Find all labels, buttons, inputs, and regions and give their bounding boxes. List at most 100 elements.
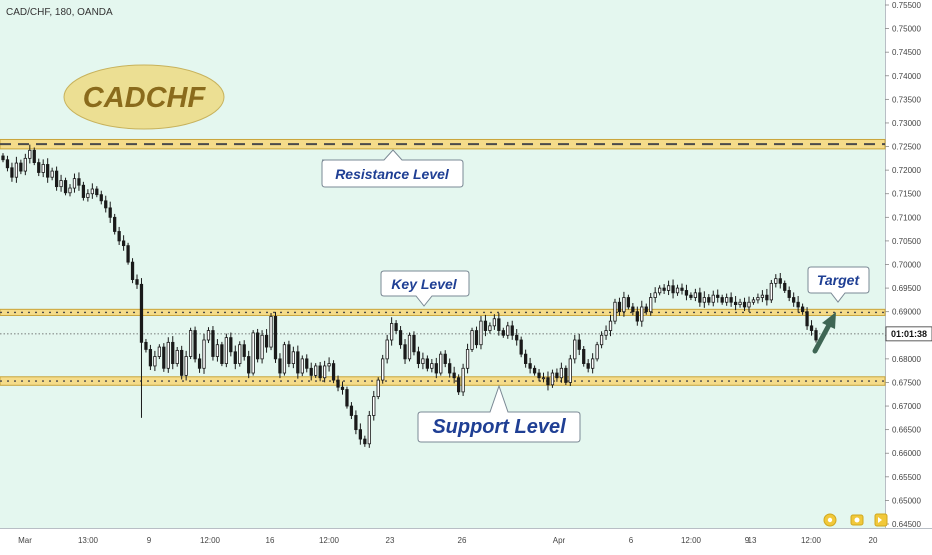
fast-forward-icon[interactable]	[874, 513, 888, 527]
candle	[99, 190, 103, 205]
candle-body	[220, 344, 224, 364]
y-tick-label: 0.72000	[892, 166, 921, 175]
candle	[349, 402, 354, 420]
key-level-callout: Key Level	[380, 270, 470, 307]
candle	[59, 174, 63, 192]
candle-body	[171, 341, 175, 364]
candle	[287, 340, 291, 368]
candle	[215, 339, 220, 362]
candle	[497, 313, 501, 336]
candle	[19, 159, 23, 175]
candle-body	[689, 294, 693, 298]
candle-body	[215, 344, 220, 357]
candle-body	[390, 323, 394, 341]
price-axis[interactable]	[885, 0, 932, 528]
candle-body	[354, 415, 358, 431]
candle	[184, 350, 188, 381]
candle-body	[452, 372, 456, 379]
candle	[104, 195, 108, 213]
candle-body	[644, 306, 648, 313]
candle-body	[358, 429, 362, 440]
x-tick-label: 6	[629, 536, 634, 545]
candle	[162, 343, 166, 372]
candle	[407, 332, 412, 362]
candle-body	[331, 363, 336, 381]
candle	[720, 294, 724, 305]
candle-body	[591, 358, 595, 369]
candle-body	[671, 285, 675, 294]
candle-body	[403, 344, 407, 360]
candle-body	[340, 386, 345, 390]
candle	[528, 357, 532, 374]
candle	[635, 306, 639, 326]
candle-body	[443, 353, 447, 364]
candle-body	[720, 297, 724, 303]
candle	[421, 352, 425, 370]
x-tick-label: 9	[147, 536, 152, 545]
candle-body	[492, 318, 497, 327]
candle-body	[63, 180, 68, 194]
candle-body	[693, 292, 698, 298]
candle	[108, 201, 112, 223]
resistance-callout-label: Resistance Level	[335, 166, 450, 182]
candle-body	[180, 349, 184, 376]
candle	[792, 292, 796, 307]
candle	[416, 346, 421, 369]
candle-body	[99, 194, 103, 202]
resistance-callout-box	[321, 149, 464, 188]
candle	[452, 366, 456, 384]
y-tick-label: 0.68000	[892, 355, 921, 364]
candle-body	[604, 330, 608, 336]
candle	[774, 274, 778, 288]
candle	[434, 357, 438, 379]
candle-body	[599, 334, 604, 346]
target-callout-box	[807, 266, 870, 303]
candle-body	[506, 325, 510, 336]
candle	[711, 290, 715, 307]
y-tick-label: 0.65500	[892, 473, 921, 482]
candle-body	[247, 356, 251, 374]
key-level-callout-box	[380, 270, 470, 307]
candle-body	[595, 344, 599, 360]
candle-body	[653, 292, 657, 298]
candle-body	[457, 377, 461, 393]
candle	[81, 181, 86, 201]
candle	[577, 333, 581, 356]
candle-body	[470, 330, 474, 350]
candle	[800, 303, 805, 315]
candle-body	[130, 261, 135, 280]
x-tick-label: 13:00	[78, 536, 99, 545]
candle-body	[546, 377, 550, 386]
logo-text: CADCHF	[83, 82, 207, 114]
candle-body	[465, 349, 470, 369]
candle	[376, 377, 380, 400]
y-tick-label: 0.69000	[892, 308, 921, 317]
candle-body	[41, 164, 45, 173]
candle	[626, 294, 631, 310]
candle	[787, 286, 791, 302]
candle-body	[309, 367, 313, 376]
x-tick-label: 16	[266, 536, 275, 545]
candle-body	[157, 346, 161, 357]
candle	[622, 291, 626, 317]
fast-forward-icon-arrow	[878, 517, 882, 523]
candle	[742, 297, 747, 312]
candle-body	[90, 188, 94, 195]
candle-body	[550, 372, 555, 386]
candle	[197, 353, 202, 373]
candle-body	[238, 344, 242, 364]
candle	[260, 330, 264, 364]
candle	[725, 293, 729, 306]
x-tick-label: 26	[458, 536, 467, 545]
candle	[425, 355, 429, 372]
gear-icon[interactable]	[823, 513, 837, 527]
candle	[729, 292, 733, 307]
camera-icon[interactable]	[850, 514, 864, 526]
candle-body	[666, 285, 671, 291]
candle-body	[166, 341, 170, 369]
time-axis[interactable]	[0, 528, 932, 550]
candle-body	[345, 389, 349, 407]
candle-body	[398, 330, 403, 346]
candle-body	[608, 320, 613, 331]
